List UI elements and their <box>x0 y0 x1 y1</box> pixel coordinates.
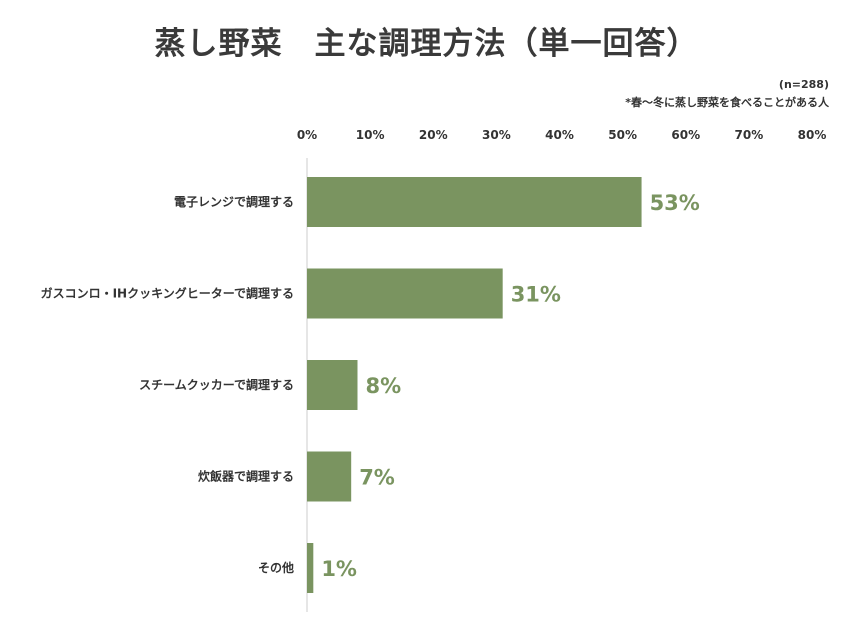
x-tick-label: 10% <box>356 128 385 142</box>
footnote: *春〜冬に蒸し野菜を食べることがある人 <box>625 96 829 109</box>
value-label: 8% <box>366 374 402 398</box>
bar <box>307 360 358 410</box>
category-label: ガスコンロ・IHクッキングヒーターで調理する <box>41 286 294 301</box>
x-tick-label: 30% <box>482 128 511 142</box>
x-tick-label: 60% <box>671 128 700 142</box>
bar <box>307 268 503 319</box>
category-label: 炊飯器で調理する <box>198 469 294 484</box>
chart-title: 蒸し野菜 主な調理方法（単一回答） <box>154 26 699 62</box>
category-label: 電子レンジで調理する <box>174 194 294 209</box>
sample-size: (n=288) <box>778 78 829 91</box>
x-tick-label: 40% <box>545 128 574 142</box>
value-label: 7% <box>359 466 395 490</box>
x-tick-label: 80% <box>798 128 827 142</box>
bar <box>307 451 352 502</box>
value-label: 31% <box>511 283 561 307</box>
x-tick-label: 70% <box>735 128 764 142</box>
x-tick-label: 50% <box>608 128 637 142</box>
bar <box>307 177 642 227</box>
category-label: スチームクッカーで調理する <box>139 377 294 392</box>
value-label: 53% <box>650 191 700 215</box>
bar <box>307 543 314 593</box>
x-tick-label: 0% <box>297 128 317 142</box>
value-label: 1% <box>321 557 357 581</box>
x-tick-label: 20% <box>419 128 448 142</box>
category-label: その他 <box>258 560 294 575</box>
